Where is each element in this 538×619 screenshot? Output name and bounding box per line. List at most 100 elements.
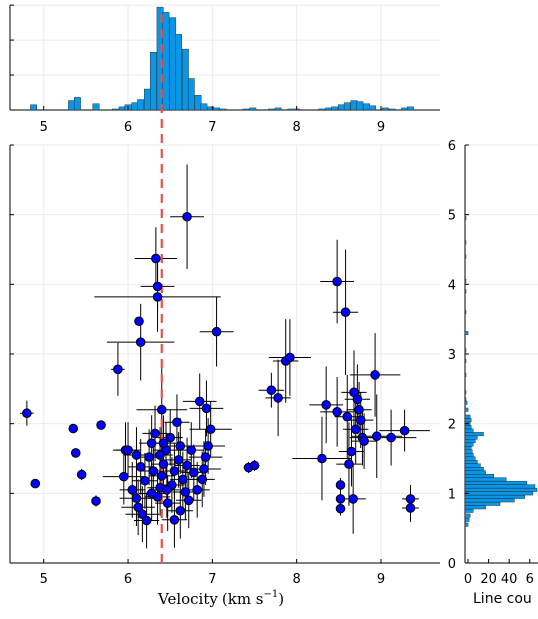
top-histogram-x-ticks: 5 6 7 8 9	[40, 106, 385, 135]
top-histogram-bar-14	[175, 34, 182, 111]
scatter-x-axis-label: Velocity (km s−1)	[157, 589, 284, 608]
top-histogram-bar-30	[331, 106, 338, 111]
top-histogram-bar-39	[401, 107, 408, 111]
scatter-point-35	[172, 417, 182, 428]
scatter-point-23	[141, 515, 152, 526]
scatter-point-82	[350, 424, 361, 435]
right-histogram-bar-7	[464, 494, 525, 499]
right-ytick-label-5: 5	[448, 209, 456, 224]
right-histogram-bar-36	[464, 359, 467, 363]
right-xtick-label-1: 20	[480, 572, 497, 587]
scatter-point-11	[152, 281, 163, 292]
scatter-point-78	[344, 459, 354, 469]
right-ytick-label-6: 6	[448, 139, 456, 154]
right-histogram-bar-22	[464, 442, 474, 447]
top-histogram-bar-3	[92, 103, 100, 111]
right-histogram-bar-2	[464, 513, 471, 518]
scatter-point-57	[155, 450, 165, 460]
scatter-point-64	[249, 460, 260, 471]
scatter-point-68	[285, 352, 295, 363]
scatter-point-50	[169, 466, 180, 476]
scatter-point-91	[399, 425, 410, 436]
scatter-point-44	[146, 438, 157, 448]
scatter-point-27	[192, 485, 202, 495]
scatter-point-13	[182, 211, 192, 222]
scatter-point-9	[135, 337, 146, 347]
scatter-point-18	[119, 471, 129, 482]
right-xtick-label-2: 40	[501, 572, 518, 587]
right-histogram-bar-6	[464, 498, 515, 503]
velocity-histogram: 5 6 7 8 9	[9, 4, 440, 135]
scatter-point-66	[273, 393, 283, 403]
top-histogram-bar-22	[242, 108, 250, 111]
top-histogram-bars	[30, 6, 414, 111]
scatter-point-14	[211, 326, 222, 337]
scatter-point-61	[175, 441, 186, 451]
scatter-point-15	[156, 404, 167, 415]
scatter-point-29	[199, 464, 209, 474]
scatter-point-8	[134, 316, 144, 327]
right-histogram-bar-35	[464, 372, 467, 377]
right-histogram-bar-13	[464, 473, 495, 478]
scatter-point-31	[203, 441, 213, 451]
scatter-point-20	[131, 493, 142, 504]
right-xtick-label-0: 0	[464, 572, 472, 587]
right-ytick-label-2: 2	[448, 418, 456, 433]
scatter-point-7	[113, 364, 123, 375]
right-histogram-bar-15	[464, 467, 484, 471]
right-ytick-label-4: 4	[448, 278, 456, 293]
scatter-point-32	[205, 424, 216, 435]
scatter-point-3	[70, 448, 81, 458]
scatter-point-80	[348, 494, 358, 504]
scatter-xtick-label-0: 5	[40, 572, 48, 587]
scatter-point-46	[140, 475, 150, 486]
scatter-point-62	[180, 487, 191, 497]
top-histogram-bar-19	[207, 106, 215, 111]
scatter-point-60	[131, 450, 142, 460]
top-histogram-bar-13	[169, 17, 177, 111]
top-histogram-bar-34	[356, 101, 364, 111]
right-histogram-bar-4	[464, 505, 486, 510]
right-ytick-label-0: 0	[448, 557, 456, 572]
scatter-point-93	[405, 503, 416, 513]
scatter-point-1	[30, 478, 41, 489]
right-histogram-x-axis-label: Line cou	[473, 591, 532, 607]
scatter-point-34	[194, 396, 205, 407]
scatter-point-21	[133, 502, 143, 513]
right-histogram-bar-0	[464, 522, 469, 527]
scatter-point-83	[352, 394, 363, 405]
right-histogram-bar-19	[464, 453, 474, 457]
top-histogram-bar-10	[149, 52, 157, 111]
right-ytick-label-3: 3	[448, 348, 456, 363]
right-histogram-bar-30	[464, 414, 471, 419]
scatter-point-79	[346, 446, 357, 457]
right-histogram-bar-3	[464, 508, 474, 513]
top-histogram-bar-15	[182, 48, 189, 111]
scatter-point-72	[332, 407, 342, 417]
right-histogram-bar-27	[464, 425, 472, 430]
scatter-point-33	[201, 403, 212, 414]
scatter-xtick-label-2: 7	[208, 572, 216, 587]
right-histogram-bar-10	[464, 484, 536, 489]
line-count-histogram: 0 1 2 3 4 5 6 0 20 40 6 Line cou	[448, 139, 538, 607]
right-histogram-bars	[464, 216, 538, 527]
scatter-point-26	[183, 495, 194, 506]
right-histogram-bar-43	[464, 240, 467, 245]
right-histogram-bar-25	[464, 432, 484, 437]
right-histogram-bar-20	[464, 449, 473, 454]
scatter-point-24	[169, 515, 180, 525]
scatter-point-89	[371, 431, 382, 442]
right-histogram-bar-17	[464, 460, 478, 464]
right-histogram-bar-24	[464, 435, 478, 440]
right-histogram-x-ticks: 0 20 40 6	[464, 559, 534, 587]
top-histogram-bar-24	[268, 108, 275, 111]
top-histogram-bar-23	[249, 107, 257, 111]
scatter-point-45	[150, 428, 160, 439]
right-histogram-bar-26	[464, 428, 474, 433]
top-histogram-bar-4	[112, 108, 119, 111]
scatter-point-87	[359, 436, 369, 446]
top-histogram-bar-36	[369, 105, 376, 111]
scatter-point-84	[354, 404, 364, 415]
scatter-point-4	[76, 469, 87, 480]
